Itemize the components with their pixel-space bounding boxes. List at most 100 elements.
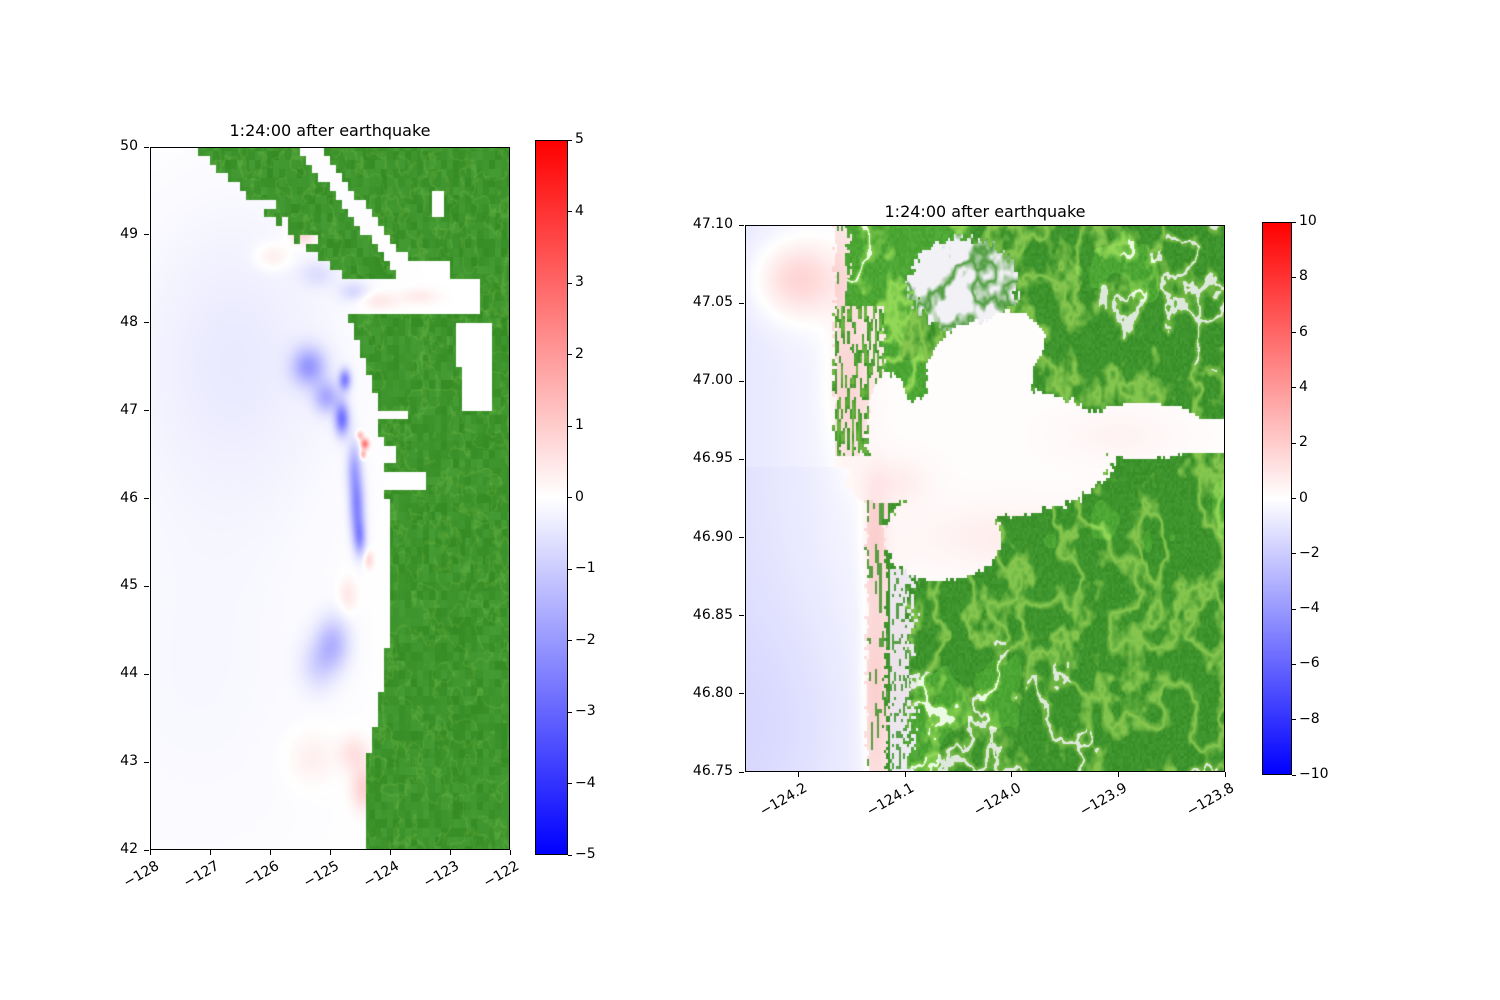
colorbar-tick-label: −1 bbox=[575, 560, 596, 576]
left-colorbar-gradient bbox=[535, 140, 568, 855]
colorbar-tick-label: −5 bbox=[575, 846, 596, 862]
y-tick-mark bbox=[739, 771, 744, 773]
y-tick-label: 47.10 bbox=[692, 216, 733, 232]
colorbar-tick-label: −6 bbox=[1299, 655, 1320, 672]
y-tick-label: 50 bbox=[120, 138, 138, 154]
colorbar-tick-label: 0 bbox=[1299, 489, 1308, 506]
x-tick-label: −125 bbox=[300, 858, 342, 892]
colorbar-tick-mark bbox=[568, 282, 572, 284]
x-tick-label: −122 bbox=[480, 858, 522, 892]
y-tick-mark bbox=[739, 458, 744, 460]
colorbar-tick-mark bbox=[1292, 663, 1296, 665]
colorbar-tick-label: 4 bbox=[1299, 378, 1308, 395]
colorbar-tick-mark bbox=[568, 139, 572, 141]
y-tick-mark bbox=[144, 849, 149, 851]
colorbar-tick-label: 10 bbox=[1299, 213, 1317, 229]
x-tick-mark bbox=[269, 850, 271, 855]
y-tick-mark bbox=[739, 615, 744, 617]
colorbar-tick-mark bbox=[1292, 774, 1296, 776]
y-tick-label: 46.80 bbox=[692, 684, 733, 701]
y-tick-label: 46.85 bbox=[692, 606, 733, 623]
y-tick-label: 46.75 bbox=[692, 763, 733, 779]
colorbar-tick-label: 8 bbox=[1299, 268, 1308, 285]
colorbar-tick-mark bbox=[568, 425, 572, 427]
colorbar-tick-label: −4 bbox=[1299, 600, 1320, 617]
y-tick-mark bbox=[144, 761, 149, 763]
colorbar-tick-mark bbox=[1292, 332, 1296, 334]
x-tick-mark bbox=[1011, 772, 1013, 777]
y-tick-label: 44 bbox=[120, 665, 138, 682]
x-tick-mark bbox=[389, 850, 391, 855]
y-tick-mark bbox=[144, 498, 149, 499]
y-tick-label: 46.90 bbox=[692, 528, 733, 545]
y-tick-label: 49 bbox=[120, 225, 138, 242]
y-tick-label: 42 bbox=[120, 841, 138, 857]
colorbar-tick-mark bbox=[1292, 442, 1296, 444]
x-tick-label: −124 bbox=[360, 858, 402, 892]
colorbar-tick-mark bbox=[568, 640, 572, 641]
left-plot-title: 1:24:00 after earthquake bbox=[229, 121, 431, 140]
x-tick-label: −124.2 bbox=[757, 780, 811, 820]
y-tick-mark bbox=[144, 146, 149, 148]
x-tick-mark bbox=[1224, 772, 1226, 777]
colorbar-tick-label: −3 bbox=[575, 703, 596, 719]
colorbar-tick-mark bbox=[568, 783, 572, 784]
colorbar-tick-mark bbox=[568, 354, 572, 355]
x-tick-mark bbox=[797, 772, 799, 777]
x-tick-label: −127 bbox=[180, 858, 222, 892]
y-tick-mark bbox=[144, 322, 149, 324]
y-tick-mark bbox=[739, 693, 744, 695]
colorbar-tick-label: −2 bbox=[1299, 544, 1320, 561]
y-tick-label: 47 bbox=[120, 401, 138, 418]
colorbar-tick-label: −10 bbox=[1299, 766, 1329, 782]
colorbar-tick-mark bbox=[1292, 387, 1296, 389]
colorbar-tick-mark bbox=[568, 497, 572, 498]
x-tick-label: −123.9 bbox=[1077, 780, 1131, 820]
colorbar-tick-label: 6 bbox=[1299, 323, 1308, 340]
y-tick-label: 46 bbox=[120, 489, 138, 506]
colorbar-tick-mark bbox=[1292, 608, 1296, 610]
y-tick-label: 47.05 bbox=[692, 294, 733, 311]
colorbar-tick-label: 3 bbox=[575, 274, 584, 290]
right-colorbar-gradient bbox=[1262, 222, 1292, 775]
x-tick-mark bbox=[209, 850, 211, 855]
y-tick-label: 46.95 bbox=[692, 450, 733, 467]
y-tick-mark bbox=[739, 537, 744, 539]
colorbar-tick-mark bbox=[568, 211, 572, 212]
colorbar-tick-label: −8 bbox=[1299, 710, 1320, 727]
colorbar-tick-mark bbox=[568, 854, 572, 856]
colorbar-tick-label: 0 bbox=[575, 488, 584, 505]
x-tick-mark bbox=[904, 772, 906, 777]
x-tick-mark bbox=[509, 850, 511, 855]
x-tick-mark bbox=[329, 850, 331, 855]
x-tick-mark bbox=[149, 850, 151, 855]
colorbar-tick-label: −2 bbox=[575, 631, 596, 648]
left-map-canvas bbox=[150, 147, 510, 850]
colorbar-tick-mark bbox=[1292, 498, 1296, 499]
x-tick-mark bbox=[1117, 772, 1119, 777]
colorbar-tick-mark bbox=[1292, 276, 1296, 278]
colorbar-tick-mark bbox=[1292, 553, 1296, 555]
x-tick-label: −124.0 bbox=[970, 780, 1024, 820]
y-tick-label: 47.00 bbox=[692, 372, 733, 389]
x-tick-mark bbox=[449, 850, 451, 855]
y-tick-mark bbox=[739, 380, 744, 382]
y-tick-label: 48 bbox=[120, 313, 138, 330]
y-tick-mark bbox=[144, 234, 149, 236]
y-tick-mark bbox=[144, 585, 149, 587]
right-map-canvas bbox=[745, 225, 1225, 772]
colorbar-tick-mark bbox=[568, 711, 572, 713]
x-tick-label: −128 bbox=[120, 858, 162, 892]
y-tick-mark bbox=[144, 673, 149, 675]
y-tick-label: 43 bbox=[120, 753, 138, 770]
colorbar-tick-label: 4 bbox=[575, 202, 584, 219]
y-tick-mark bbox=[144, 410, 149, 412]
x-tick-label: −123.8 bbox=[1184, 780, 1237, 820]
x-tick-label: −123 bbox=[420, 858, 462, 892]
colorbar-tick-label: 2 bbox=[575, 345, 584, 362]
x-tick-label: −124.1 bbox=[864, 780, 917, 820]
x-tick-label: −126 bbox=[240, 858, 282, 892]
colorbar-tick-label: 1 bbox=[575, 417, 584, 433]
colorbar-tick-label: −4 bbox=[575, 774, 596, 791]
